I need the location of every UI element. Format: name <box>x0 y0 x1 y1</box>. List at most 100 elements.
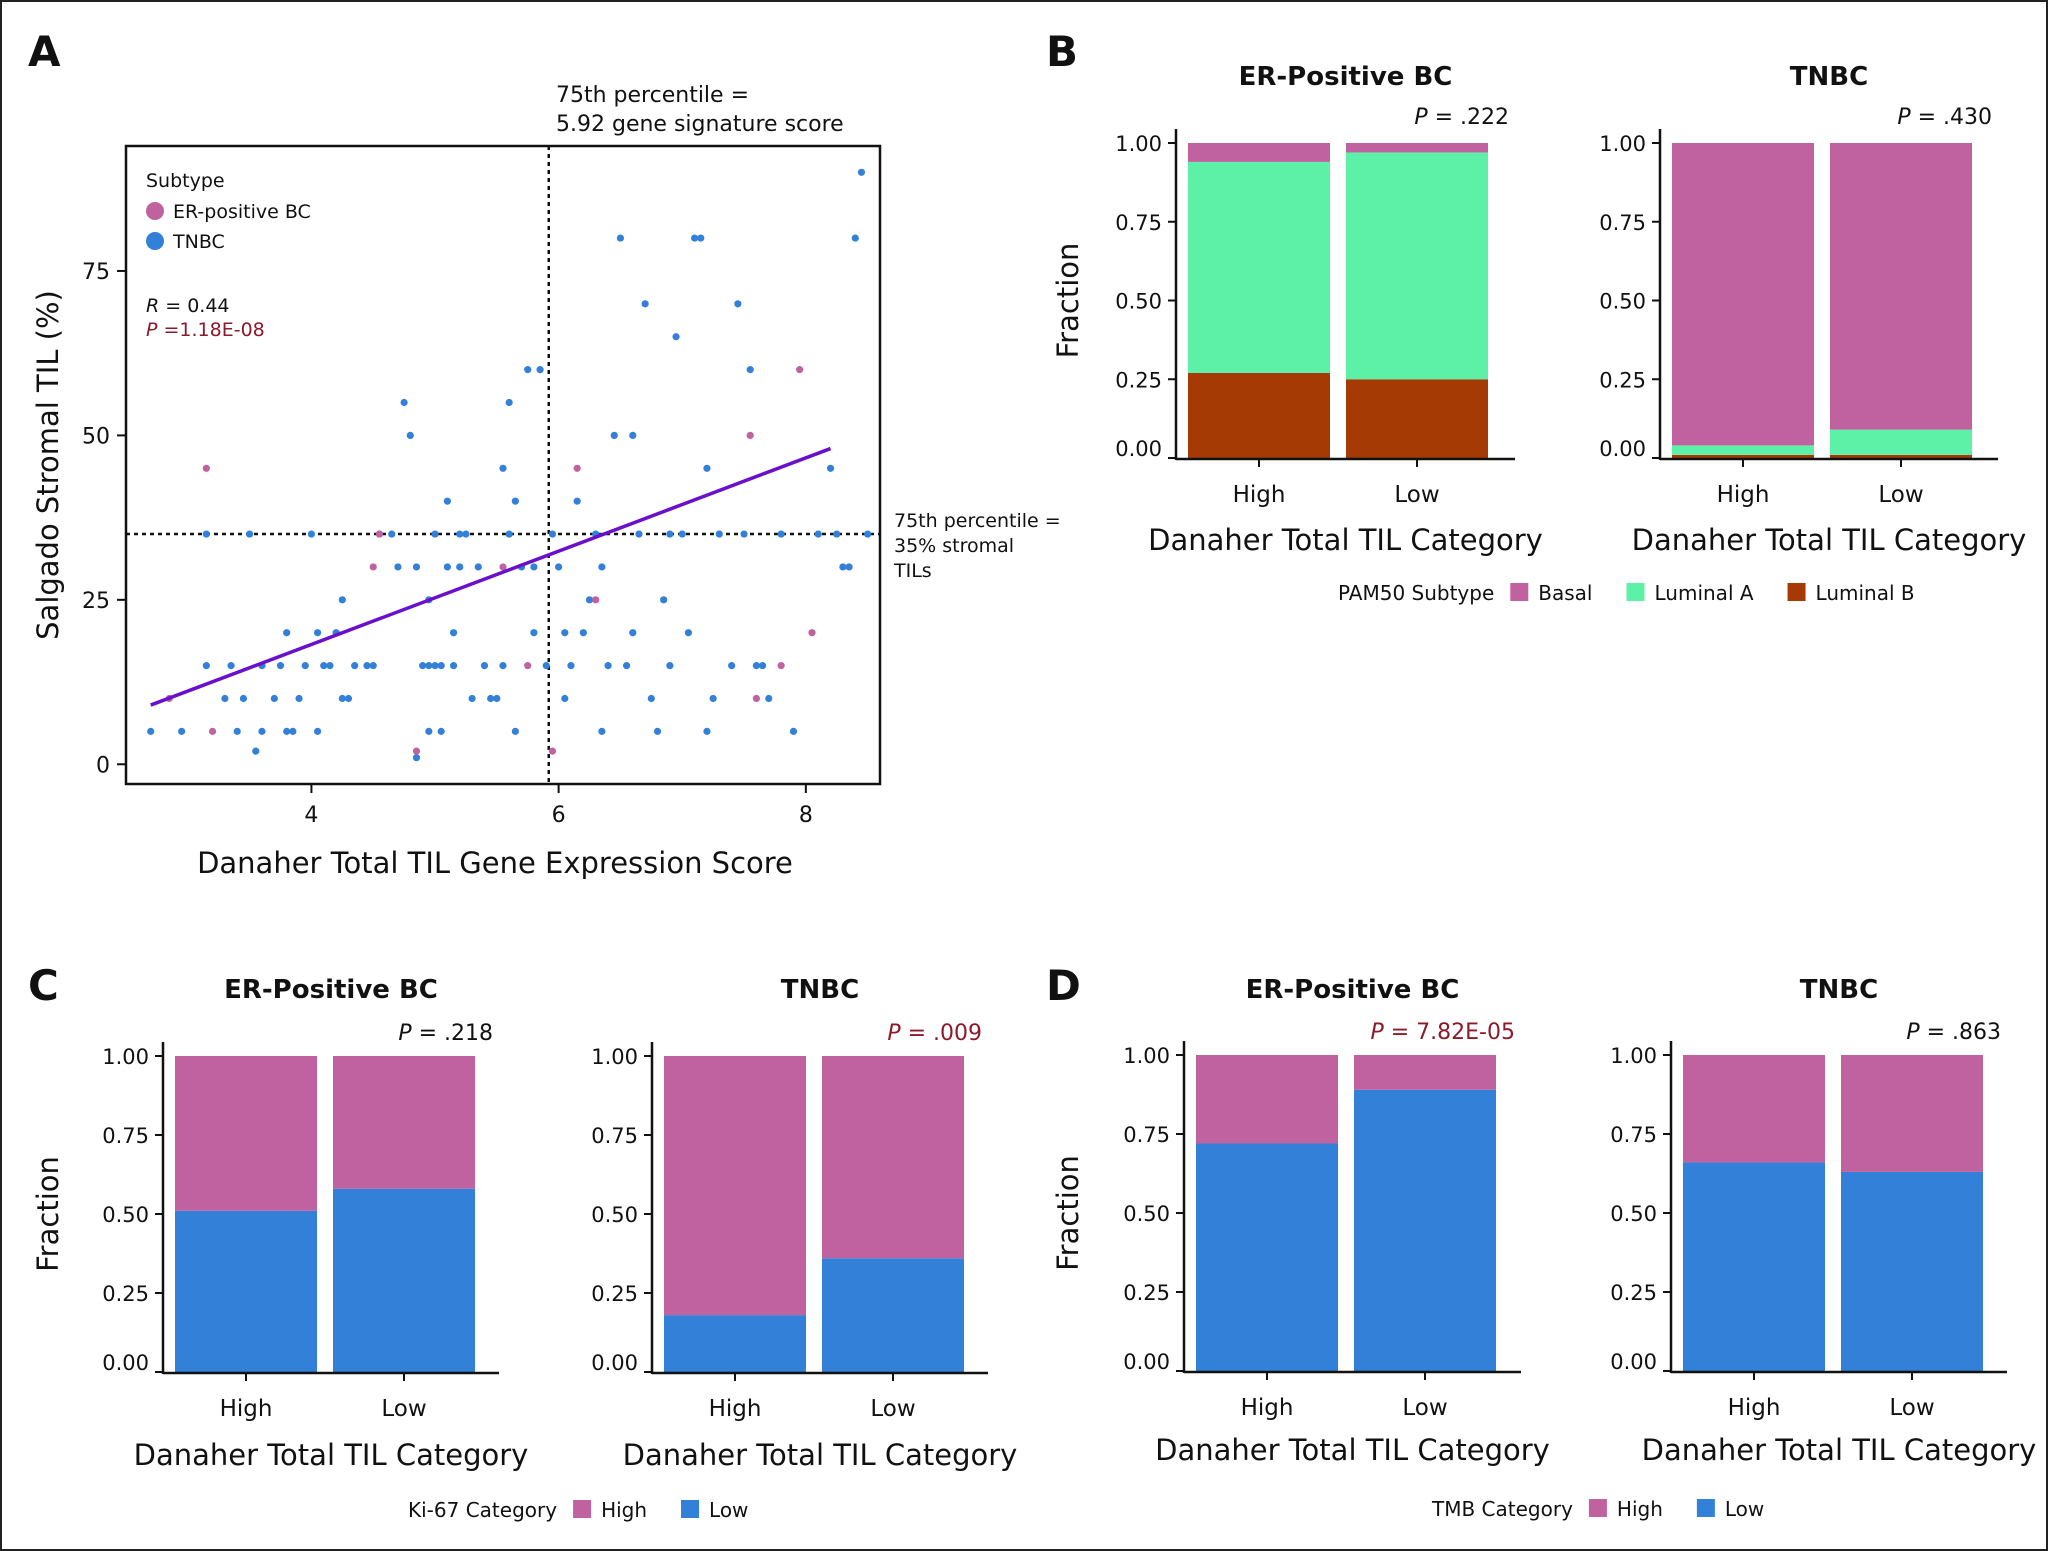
bar-segment <box>664 1056 806 1316</box>
p-value: P = .430 <box>1897 105 1992 130</box>
x-category-label: High <box>1233 482 1286 508</box>
tnbc-point <box>338 694 346 703</box>
y-tick-label: 0.75 <box>102 1124 149 1148</box>
x-category-label: Low <box>1402 1395 1447 1421</box>
tnbc-point <box>573 497 581 505</box>
er-positive-point <box>796 366 804 374</box>
tnbc-point <box>697 234 705 242</box>
tnbc-point <box>449 629 458 637</box>
y-tick-label: 50 <box>82 424 110 449</box>
y-tick-label: 0.25 <box>591 1282 638 1306</box>
tnbc-point <box>326 662 334 670</box>
y-tick-label: 0.25 <box>1599 368 1646 392</box>
x-axis-label: Danaher Total TIL Category <box>1632 523 2027 557</box>
y-tick-label: 0.25 <box>102 1282 149 1306</box>
legend-title: TMB Category <box>1431 1497 1573 1521</box>
er-positive-point <box>412 747 421 755</box>
er-positive-point <box>524 662 532 670</box>
tnbc-point <box>851 234 859 242</box>
bar-segment <box>1672 143 1814 446</box>
bar-segment <box>1841 1055 1983 1172</box>
y-tick-label: 0.25 <box>1123 1281 1170 1305</box>
legend-label: Basal <box>1538 581 1592 605</box>
x-category-label: Low <box>1878 482 1923 508</box>
panel-letter-c: C <box>28 961 59 1010</box>
tnbc-point <box>598 563 606 571</box>
tnbc-point <box>777 530 785 538</box>
tnbc-point <box>678 530 686 538</box>
legend-label: Low <box>709 1498 748 1522</box>
tnbc-point <box>567 662 575 670</box>
tnbc-point <box>728 662 736 670</box>
x-axis-label: Danaher Total TIL Gene Expression Score <box>197 846 793 880</box>
tnbc-point <box>276 662 285 670</box>
y-tick-label: 1.00 <box>591 1045 638 1069</box>
chart-title: TNBC <box>1790 62 1868 92</box>
bar-chart-b1: ER-Positive BC High Low 0.00 0.25 0.50 0.75 1.0… <box>1051 62 1543 557</box>
tnbc-point <box>449 662 458 670</box>
tnbc-point <box>672 333 680 341</box>
y-tick-label: 0.25 <box>1610 1281 1657 1305</box>
tnbc-point <box>709 694 717 703</box>
tnbc-point <box>221 694 229 703</box>
tnbc-point <box>653 727 662 735</box>
x-category-label: High <box>1717 482 1770 508</box>
x-tick-label: 8 <box>799 803 813 828</box>
tnbc-point <box>313 727 322 735</box>
x-tick-label: 4 <box>304 803 318 828</box>
tnbc-point <box>437 662 445 670</box>
scatter-plot: 4 6 8 0 25 50 75 Danaher Total TIL Gene Express… <box>31 83 1061 880</box>
bar-segment <box>1188 161 1330 373</box>
y-tick-label: 25 <box>82 589 110 614</box>
legend-title: Ki-67 Category <box>408 1498 557 1522</box>
y-tick-label: 0 <box>96 753 110 778</box>
tnbc-point <box>338 596 346 604</box>
tnbc-point <box>406 431 414 440</box>
tnbc-point <box>752 662 760 670</box>
tnbc-point <box>202 530 210 538</box>
tnbc-point <box>610 431 618 440</box>
vline-label-line2: 5.92 gene signature score <box>556 112 844 137</box>
tnbc-point <box>833 530 841 538</box>
legend-label: Luminal B <box>1816 581 1915 605</box>
tnbc-point <box>233 727 241 735</box>
bar-segment <box>1830 454 1972 458</box>
tnbc-point <box>363 662 371 670</box>
tnbc-point <box>555 563 563 571</box>
x-axis-label: Danaher Total TIL Category <box>623 1438 1018 1472</box>
y-axis-label: Salgado Stromal TIL (%) <box>31 290 65 640</box>
plot-frame <box>124 144 882 786</box>
y-tick-label: 1.00 <box>1599 132 1646 156</box>
p-value: P = .009 <box>887 1021 982 1046</box>
tnbc-point <box>703 727 711 735</box>
legend-label: High <box>1617 1497 1663 1521</box>
tnbc-point <box>857 168 866 176</box>
chart-title: TNBC <box>781 975 859 1005</box>
tnbc-point <box>480 662 489 670</box>
vline-label-line1: 75th percentile = <box>556 83 749 108</box>
legend-label: High <box>601 1498 647 1522</box>
bar-segment <box>1354 1055 1496 1090</box>
bar-segment <box>1830 143 1972 430</box>
bar-segment <box>1830 429 1972 455</box>
tnbc-point <box>536 366 544 374</box>
y-tick-label: 0.75 <box>1123 1123 1170 1147</box>
y-tick-label: 0.50 <box>1599 290 1646 314</box>
tnbc-point <box>839 563 847 571</box>
tnbc-point <box>487 694 495 703</box>
tnbc-point <box>412 563 421 571</box>
bar-segment <box>1841 1171 1983 1371</box>
tnbc-point <box>468 694 476 703</box>
tnbc-point <box>437 727 445 735</box>
er-positive-point <box>752 694 760 703</box>
y-tick-label: 0.75 <box>1610 1123 1657 1147</box>
tnbc-point <box>307 530 316 538</box>
er-positive-point <box>548 747 557 755</box>
tnbc-point <box>289 727 297 735</box>
tnbc-point <box>499 464 507 472</box>
tnbc-point <box>178 727 186 735</box>
tnbc-point <box>246 530 254 538</box>
legend-label: ER-positive BC <box>173 201 311 223</box>
y-axis-label: Fraction <box>1051 1155 1085 1271</box>
tnbc-point <box>202 662 210 670</box>
